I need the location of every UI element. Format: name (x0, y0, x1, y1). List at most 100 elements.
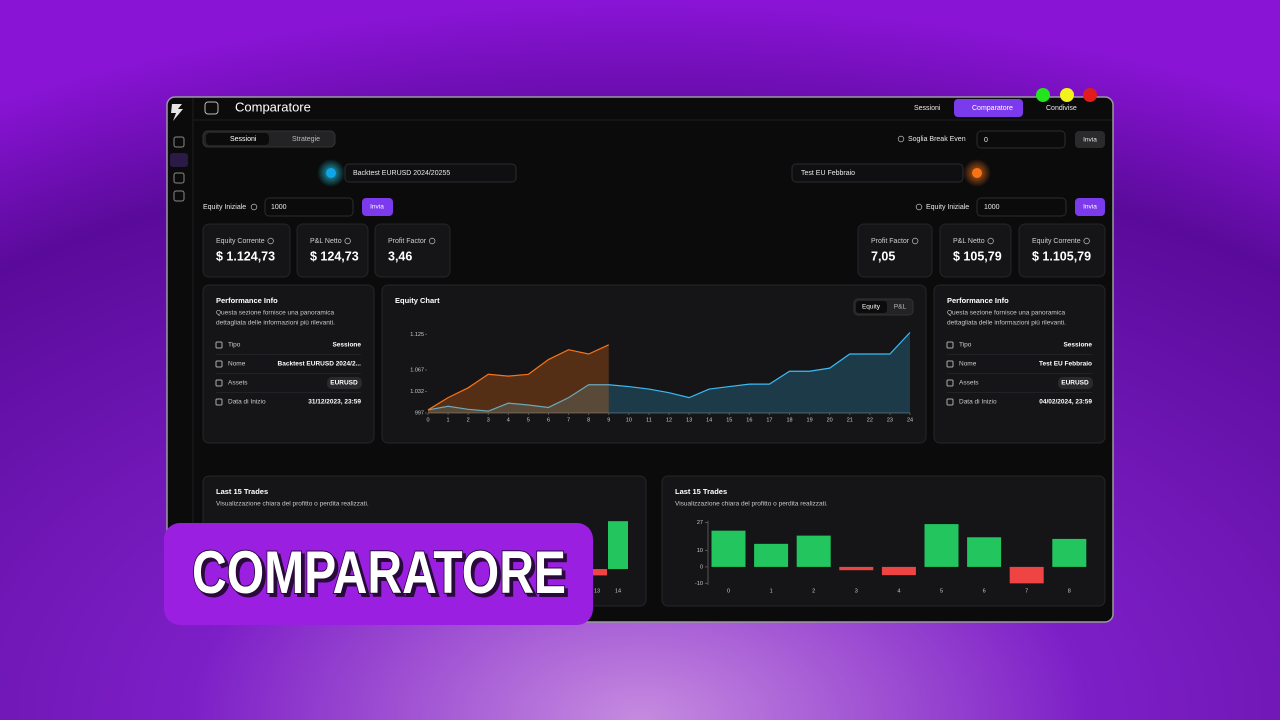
stat-card (374, 223, 451, 278)
x-tick-label: 0 (727, 588, 730, 594)
asset-badge (1058, 377, 1093, 389)
session-select-right[interactable] (791, 163, 964, 183)
nav-icon-edit[interactable] (173, 172, 185, 184)
x-tick-label: 4 (897, 588, 900, 594)
window-dot-green[interactable] (1036, 88, 1050, 102)
row-label: Data di Inizio (228, 399, 266, 406)
stat-value: 3,46 (388, 249, 412, 263)
info-icon (915, 203, 923, 211)
trade-bar (587, 569, 607, 576)
nav-icon-compare[interactable] (170, 153, 188, 167)
row-label: Tipo (228, 342, 241, 349)
nav-condivise: Condivise (1046, 105, 1077, 112)
info-icon (344, 237, 351, 245)
x-tick-label: 6 (547, 417, 550, 423)
info-icon (250, 203, 258, 211)
window-dot-yellow[interactable] (1060, 88, 1074, 102)
row-label: Assets (959, 380, 979, 387)
performance-card (933, 284, 1106, 444)
performance-card (202, 284, 375, 444)
nav-comparatore-button[interactable] (954, 99, 1023, 117)
x-tick-label: 24 (907, 417, 913, 423)
stat-label: P&L Netto (310, 238, 342, 245)
x-tick-label: 10 (626, 417, 632, 423)
x-tick-label: 7 (1025, 588, 1028, 594)
y-tick-label: 1.067 (410, 367, 424, 373)
x-tick-label: 8 (587, 417, 590, 423)
equity-label: Equity Iniziale (926, 204, 969, 211)
row-icon (946, 379, 954, 387)
equity-button-label: Invia (1083, 204, 1097, 211)
y-tick-label: 0 (700, 564, 703, 570)
x-tick-label: 3 (487, 417, 490, 423)
performance-description: dettagliata delle informazioni più rilev… (216, 320, 335, 327)
chart-title: Equity Chart (395, 296, 440, 305)
x-tick-label: 19 (807, 417, 813, 423)
x-tick-label: 18 (786, 417, 792, 423)
stat-label: Profit Factor (871, 238, 910, 245)
x-tick-label: 5 (940, 588, 943, 594)
info-icon (428, 237, 436, 245)
row-label: Tipo (959, 342, 972, 349)
trades-subtitle: Visualizzazione chiara del profitto o pe… (216, 501, 369, 508)
row-icon (946, 360, 954, 368)
equity-input[interactable] (976, 197, 1067, 217)
row-value: 04/02/2024, 23:59 (1039, 399, 1092, 406)
stat-card (296, 223, 369, 278)
row-icon (215, 360, 223, 368)
row-icon (946, 398, 954, 406)
equity-area (428, 344, 609, 413)
x-tick-label: 5 (527, 417, 530, 423)
x-tick-label: 14 (615, 588, 621, 594)
x-tick-label: 6 (983, 588, 986, 594)
equity-button[interactable] (362, 198, 393, 216)
x-tick-label: 8 (1068, 588, 1071, 594)
toggle-pl: P&L (894, 304, 907, 311)
equity-input[interactable] (264, 197, 354, 217)
y-tick-label: -10 (695, 581, 703, 587)
performance-title: Performance Info (947, 296, 1009, 305)
nav-sessioni: Sessioni (914, 105, 941, 112)
stat-value: $ 1.105,79 (1032, 249, 1091, 263)
break-even-button-label: Invia (1083, 137, 1097, 144)
trade-bar (796, 535, 831, 567)
trade-bar (881, 566, 916, 576)
trades-subtitle: Visualizzazione chiara del profitto o pe… (675, 501, 828, 508)
session-dot (972, 168, 982, 178)
x-tick-label: 13 (594, 588, 600, 594)
trade-bar (967, 537, 1002, 567)
toggle-active[interactable] (856, 301, 887, 313)
session-select-left[interactable] (344, 163, 517, 183)
nav-icon-stats[interactable] (173, 190, 185, 202)
row-value: 31/12/2023, 23:59 (308, 399, 361, 406)
trade-bar (839, 566, 874, 571)
stat-label: P&L Netto (953, 238, 985, 245)
x-tick-label: 22 (867, 417, 873, 423)
row-value: EURUSD (330, 380, 358, 387)
equity-line (427, 344, 610, 411)
equity-value: 1000 (271, 204, 287, 211)
sidebar-toggle[interactable] (204, 101, 219, 115)
asset-badge (327, 377, 362, 389)
break-even-button[interactable] (1075, 131, 1105, 148)
row-value: Sessione (1063, 342, 1092, 349)
break-even-input[interactable] (976, 130, 1066, 149)
trade-bar (1052, 538, 1087, 567)
y-tick-label: 997 (415, 410, 424, 416)
row-value: Sessione (332, 342, 361, 349)
session-right: Test EU Febbraio (801, 170, 855, 177)
stat-value: $ 105,79 (953, 249, 1002, 263)
trades-title: Last 15 Trades (216, 487, 268, 496)
equity-button[interactable] (1075, 198, 1105, 216)
nav-icon-home[interactable] (173, 136, 185, 148)
stat-card (857, 223, 933, 278)
overlay-text: COMPARATORE (192, 539, 566, 606)
stat-card (202, 223, 291, 278)
x-tick-label: 21 (847, 417, 853, 423)
stat-label: Equity Corrente (1032, 238, 1081, 245)
window-dot-red[interactable] (1083, 88, 1097, 102)
row-label: Nome (959, 361, 977, 368)
tab-active[interactable] (206, 133, 269, 145)
x-tick-label: 14 (706, 417, 712, 423)
